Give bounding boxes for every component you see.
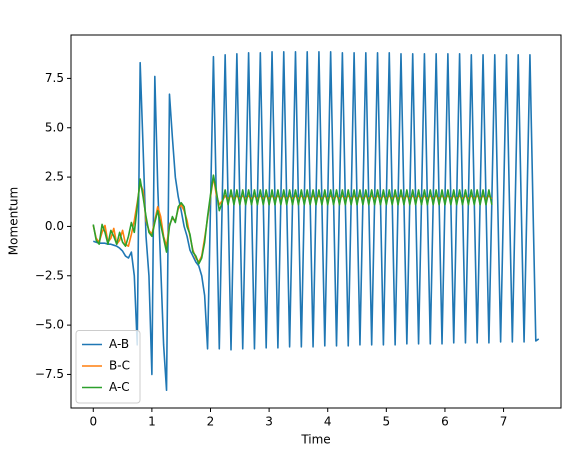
legend-label: A-C <box>109 380 130 394</box>
x-tick-label: 0 <box>89 415 97 429</box>
y-tick-label: 5.0 <box>45 120 64 134</box>
axes-frame <box>70 34 562 409</box>
x-tick-label: 6 <box>441 415 449 429</box>
y-axis-label: Momentum <box>7 187 21 255</box>
x-tick-label: 1 <box>148 415 156 429</box>
x-axis-label: Time <box>300 433 330 447</box>
x-tick-label: 7 <box>500 415 508 429</box>
x-tick-label: 5 <box>383 415 391 429</box>
y-tick-label: 7.5 <box>45 71 64 85</box>
y-tick-label: −5.0 <box>35 318 64 332</box>
y-tick-label: −7.5 <box>35 367 64 381</box>
x-tick-label: 3 <box>265 415 273 429</box>
y-tick-label: 0.0 <box>45 219 64 233</box>
legend-label: A-B <box>109 337 129 351</box>
x-tick-label: 4 <box>324 415 332 429</box>
legend-box <box>75 330 141 404</box>
x-tick-label: 2 <box>207 415 215 429</box>
legend-label: B-C <box>109 359 130 373</box>
series-line <box>92 174 493 265</box>
y-tick-label: 2.5 <box>45 170 64 184</box>
y-tick-label: −2.5 <box>35 268 64 282</box>
